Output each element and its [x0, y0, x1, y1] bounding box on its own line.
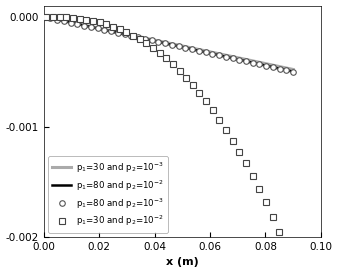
p$_1$=30 and p$_2$=10$^{-3}$: [268, 63, 272, 66]
p$_1$=80 and p$_2$=10$^{-3}$: [176, 45, 180, 48]
p$_1$=80 and p$_2$=10$^{-3}$: [190, 48, 194, 51]
p$_1$=80 and p$_2$=10$^{-3}$: [251, 61, 255, 64]
p$_1$=30 and p$_2$=10$^{-2}$: [111, 25, 115, 28]
p$_1$=80 and p$_2$=10$^{-3}$: [271, 66, 275, 69]
p$_1$=80 and p$_2$=10$^{-3}$: [82, 24, 86, 27]
p$_1$=80 and p$_2$=10$^{-3}$: [143, 37, 147, 41]
p$_1$=30 and p$_2$=10$^{-2}$: [264, 201, 268, 204]
p$_1$=30 and p$_2$=10$^{-2}$: [124, 31, 128, 34]
p$_1$=80 and p$_2$=10$^{-2}$: [190, 48, 194, 51]
p$_1$=30 and p$_2$=10$^{-2}$: [138, 38, 142, 41]
p$_1$=30 and p$_2$=10$^{-2}$: [257, 187, 261, 191]
p$_1$=30 and p$_2$=10$^{-2}$: [151, 46, 155, 50]
p$_1$=30 and p$_2$=10$^{-2}$: [204, 100, 208, 103]
p$_1$=30 and p$_2$=10$^{-2}$: [118, 28, 122, 31]
p$_1$=80 and p$_2$=10$^{-3}$: [183, 46, 187, 49]
p$_1$=80 and p$_2$=10$^{-2}$: [43, 15, 47, 18]
p$_1$=80 and p$_2$=10$^{-3}$: [75, 22, 79, 26]
p$_1$=30 and p$_2$=10$^{-2}$: [164, 57, 168, 60]
p$_1$=80 and p$_2$=10$^{-3}$: [285, 69, 289, 72]
p$_1$=80 and p$_2$=10$^{-3}$: [163, 42, 167, 45]
p$_1$=30 and p$_2$=10$^{-3}$: [194, 47, 198, 51]
p$_1$=80 and p$_2$=10$^{-3}$: [136, 36, 140, 39]
p$_1$=80 and p$_2$=10$^{-3}$: [96, 27, 100, 30]
p$_1$=30 and p$_2$=10$^{-3}$: [43, 15, 47, 18]
p$_1$=30 and p$_2$=10$^{-2}$: [131, 34, 135, 37]
p$_1$=30 and p$_2$=10$^{-2}$: [271, 215, 275, 218]
Line: p$_1$=80 and p$_2$=10$^{-2}$: p$_1$=80 and p$_2$=10$^{-2}$: [44, 17, 293, 72]
p$_1$=80 and p$_2$=10$^{-3}$: [210, 52, 214, 55]
p$_1$=30 and p$_2$=10$^{-2}$: [158, 51, 162, 55]
p$_1$=30 and p$_2$=10$^{-3}$: [190, 46, 194, 50]
p$_1$=30 and p$_2$=10$^{-2}$: [184, 76, 188, 79]
p$_1$=80 and p$_2$=10$^{-2}$: [189, 48, 193, 51]
p$_1$=80 and p$_2$=10$^{-3}$: [62, 19, 66, 23]
p$_1$=80 and p$_2$=10$^{-2}$: [291, 70, 295, 73]
p$_1$=30 and p$_2$=10$^{-2}$: [78, 17, 82, 20]
Line: p$_1$=80 and p$_2$=10$^{-3}$: p$_1$=80 and p$_2$=10$^{-3}$: [41, 14, 296, 75]
p$_1$=30 and p$_2$=10$^{-2}$: [171, 63, 175, 66]
p$_1$=80 and p$_2$=10$^{-2}$: [252, 61, 256, 65]
p$_1$=30 and p$_2$=10$^{-3}$: [291, 68, 295, 71]
p$_1$=30 and p$_2$=10$^{-2}$: [211, 109, 215, 112]
Line: p$_1$=30 and p$_2$=10$^{-3}$: p$_1$=30 and p$_2$=10$^{-3}$: [44, 17, 293, 70]
p$_1$=80 and p$_2$=10$^{-3}$: [264, 64, 268, 67]
p$_1$=30 and p$_2$=10$^{-3}$: [252, 60, 256, 63]
p$_1$=80 and p$_2$=10$^{-2}$: [194, 49, 198, 52]
Legend: p$_1$=30 and p$_2$=10$^{-3}$, p$_1$=80 and p$_2$=10$^{-2}$, p$_1$=80 and p$_2$=1: p$_1$=30 and p$_2$=10$^{-3}$, p$_1$=80 a…: [48, 156, 168, 233]
p$_1$=30 and p$_2$=10$^{-2}$: [98, 21, 102, 24]
p$_1$=30 and p$_2$=10$^{-2}$: [104, 23, 108, 26]
p$_1$=80 and p$_2$=10$^{-3}$: [102, 28, 106, 32]
p$_1$=80 and p$_2$=10$^{-3}$: [217, 54, 221, 57]
p$_1$=80 and p$_2$=10$^{-3}$: [278, 67, 282, 70]
p$_1$=80 and p$_2$=10$^{-3}$: [231, 57, 235, 60]
p$_1$=80 and p$_2$=10$^{-3}$: [89, 25, 93, 29]
p$_1$=80 and p$_2$=10$^{-3}$: [42, 15, 46, 18]
p$_1$=80 and p$_2$=10$^{-3}$: [244, 60, 248, 63]
p$_1$=30 and p$_2$=10$^{-2}$: [197, 91, 201, 95]
p$_1$=30 and p$_2$=10$^{-2}$: [251, 174, 255, 177]
p$_1$=80 and p$_2$=10$^{-3}$: [237, 58, 241, 61]
p$_1$=80 and p$_2$=10$^{-3}$: [203, 51, 208, 54]
p$_1$=30 and p$_2$=10$^{-2}$: [277, 230, 281, 233]
p$_1$=80 and p$_2$=10$^{-3}$: [116, 31, 120, 35]
p$_1$=30 and p$_2$=10$^{-2}$: [231, 139, 235, 142]
p$_1$=80 and p$_2$=10$^{-3}$: [149, 39, 153, 42]
p$_1$=80 and p$_2$=10$^{-3}$: [48, 16, 52, 20]
p$_1$=30 and p$_2$=10$^{-2}$: [244, 162, 248, 165]
Line: p$_1$=30 and p$_2$=10$^{-2}$: p$_1$=30 and p$_2$=10$^{-2}$: [44, 14, 282, 234]
p$_1$=30 and p$_2$=10$^{-2}$: [237, 150, 241, 153]
p$_1$=80 and p$_2$=10$^{-3}$: [69, 21, 73, 24]
p$_1$=30 and p$_2$=10$^{-2}$: [144, 42, 148, 45]
p$_1$=30 and p$_2$=10$^{-2}$: [91, 19, 95, 23]
p$_1$=30 and p$_2$=10$^{-3}$: [189, 46, 193, 49]
p$_1$=30 and p$_2$=10$^{-3}$: [42, 15, 46, 18]
p$_1$=80 and p$_2$=10$^{-3}$: [123, 33, 127, 36]
p$_1$=30 and p$_2$=10$^{-2}$: [71, 16, 75, 19]
p$_1$=80 and p$_2$=10$^{-3}$: [170, 43, 174, 46]
p$_1$=30 and p$_2$=10$^{-2}$: [58, 15, 62, 19]
p$_1$=80 and p$_2$=10$^{-3}$: [258, 63, 262, 66]
p$_1$=30 and p$_2$=10$^{-2}$: [44, 15, 48, 18]
p$_1$=80 and p$_2$=10$^{-3}$: [109, 30, 113, 33]
p$_1$=30 and p$_2$=10$^{-2}$: [64, 16, 68, 19]
p$_1$=80 and p$_2$=10$^{-3}$: [291, 70, 295, 73]
p$_1$=80 and p$_2$=10$^{-3}$: [197, 49, 201, 52]
p$_1$=30 and p$_2$=10$^{-2}$: [84, 18, 89, 21]
p$_1$=80 and p$_2$=10$^{-3}$: [55, 18, 59, 21]
p$_1$=30 and p$_2$=10$^{-2}$: [51, 15, 55, 18]
p$_1$=80 and p$_2$=10$^{-2}$: [268, 65, 272, 68]
p$_1$=30 and p$_2$=10$^{-2}$: [217, 118, 221, 121]
p$_1$=30 and p$_2$=10$^{-2}$: [177, 69, 182, 72]
p$_1$=30 and p$_2$=10$^{-2}$: [224, 128, 228, 132]
p$_1$=80 and p$_2$=10$^{-3}$: [129, 34, 134, 38]
p$_1$=80 and p$_2$=10$^{-3}$: [224, 55, 228, 58]
X-axis label: x (m): x (m): [166, 257, 199, 268]
p$_1$=80 and p$_2$=10$^{-2}$: [42, 15, 46, 18]
p$_1$=80 and p$_2$=10$^{-3}$: [156, 40, 160, 43]
p$_1$=30 and p$_2$=10$^{-2}$: [191, 84, 195, 87]
